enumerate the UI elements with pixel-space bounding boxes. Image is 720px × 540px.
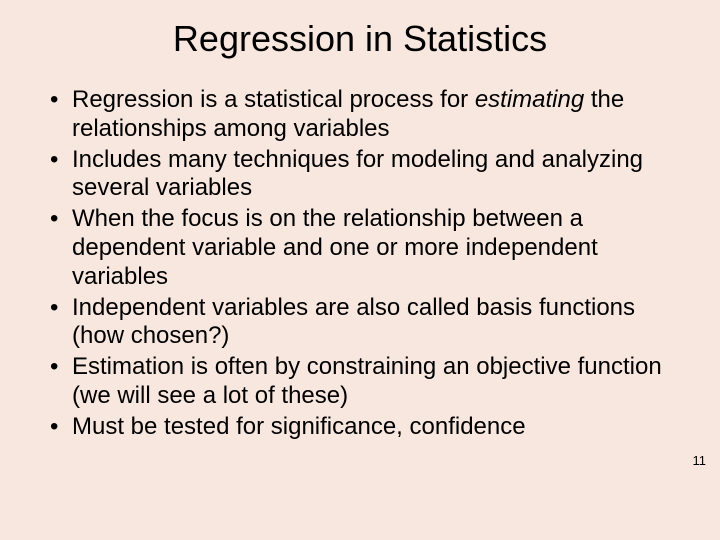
list-item: Includes many techniques for modeling an…: [50, 146, 680, 204]
bullet-list: Regression is a statistical process for …: [40, 86, 680, 442]
bullet-text-pre: Estimation is often by constraining an o…: [72, 353, 662, 409]
list-item: Regression is a statistical process for …: [50, 86, 680, 144]
bullet-text-em: estimating: [475, 86, 584, 113]
bullet-text-pre: Independent variables are also called ba…: [72, 294, 635, 350]
bullet-text-pre: Must be tested for significance, confide…: [72, 413, 526, 440]
bullet-text-pre: Includes many techniques for modeling an…: [72, 146, 643, 202]
slide: Regression in Statistics Regression is a…: [0, 0, 720, 540]
list-item: Must be tested for significance, confide…: [50, 413, 680, 442]
list-item: When the focus is on the relationship be…: [50, 205, 680, 291]
bullet-text-pre: When the focus is on the relationship be…: [72, 205, 598, 290]
bullet-text-pre: Regression is a statistical process for: [72, 86, 475, 113]
list-item: Estimation is often by constraining an o…: [50, 353, 680, 411]
list-item: Independent variables are also called ba…: [50, 294, 680, 352]
page-title: Regression in Statistics: [40, 18, 680, 60]
page-number: 11: [693, 453, 707, 468]
